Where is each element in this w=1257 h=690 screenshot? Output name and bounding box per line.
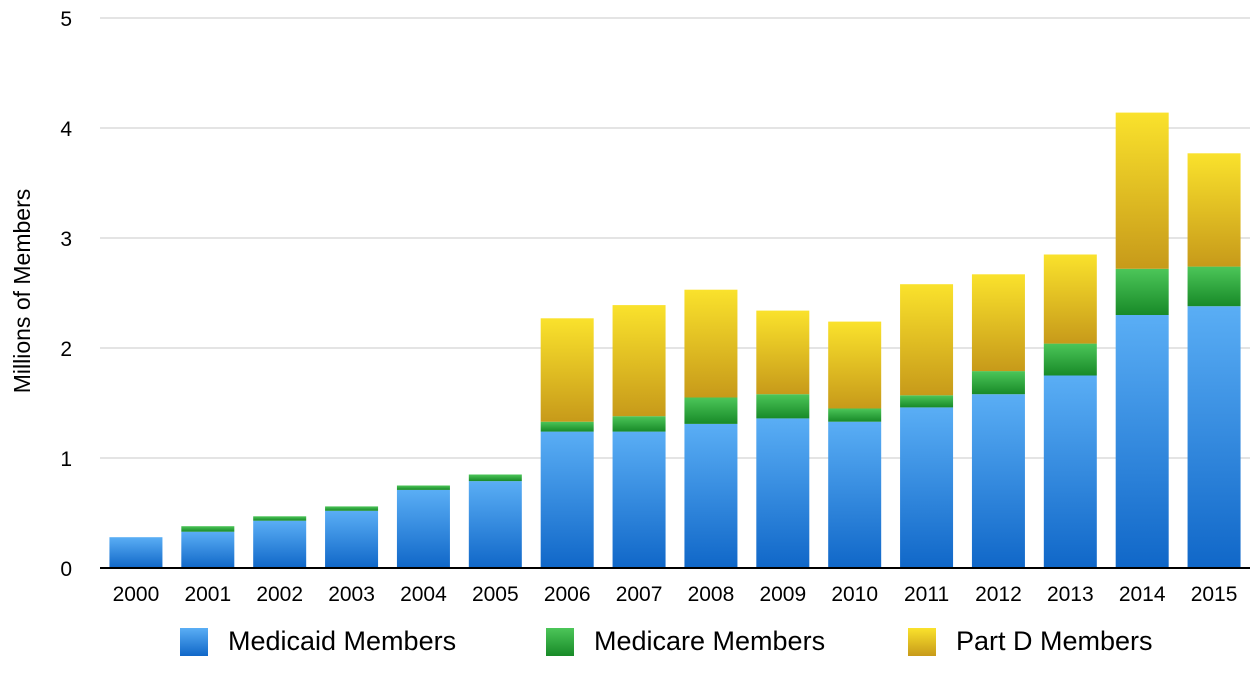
x-tick-label: 2002 (256, 583, 303, 606)
bar-part-d-members-2015 (1187, 153, 1241, 267)
bar-medicaid-members-2011 (900, 407, 954, 568)
y-tick-label: 1 (60, 448, 72, 471)
bar-medicaid-members-2006 (540, 431, 594, 568)
x-tick-label: 2000 (113, 583, 160, 606)
bar-medicare-members-2015 (1187, 266, 1241, 307)
x-tick-label: 2012 (975, 583, 1022, 606)
bar-medicare-members-2005 (468, 474, 522, 482)
legend-swatch-medicare (546, 627, 574, 656)
bar-part-d-members-2013 (1043, 254, 1097, 344)
legend-swatch-medicaid (180, 627, 208, 656)
y-tick-label: 4 (60, 118, 72, 141)
legend-swatch-part-d (908, 627, 936, 656)
bar-part-d-members-2012 (971, 274, 1025, 372)
legend-label-medicare: Medicare Members (594, 626, 826, 656)
bar-medicaid-members-2005 (468, 481, 522, 568)
bar-medicaid-members-2000 (109, 537, 163, 568)
y-axis-title: Millions of Members (9, 189, 35, 394)
bar-medicare-members-2009 (756, 394, 810, 419)
chart-canvas: 0 1 2 3 4 5 2000 2001 2002 2003 2004 2005 2006 2007 20… (9, 8, 1250, 606)
y-tick-label: 3 (60, 228, 72, 251)
y-tick-label: 0 (60, 558, 72, 581)
legend-item-medicaid: Medicaid Members (180, 626, 456, 657)
y-tick-label: 2 (60, 338, 72, 361)
x-tick-label: 2003 (328, 583, 375, 606)
bar-medicare-members-2006 (540, 421, 594, 432)
x-tick-label: 2010 (831, 583, 878, 606)
x-tick-label: 2007 (616, 583, 663, 606)
bar-medicaid-members-2001 (181, 531, 235, 568)
bar-part-d-members-2010 (828, 321, 882, 409)
bar-medicaid-members-2008 (684, 423, 738, 568)
bar-medicaid-members-2014 (1115, 315, 1169, 568)
bar-medicare-members-2001 (181, 526, 235, 532)
bar-medicaid-members-2003 (325, 510, 379, 568)
y-tick-label: 5 (60, 8, 72, 31)
bar-medicare-members-2002 (253, 516, 307, 521)
x-tick-label: 2014 (1119, 583, 1166, 606)
x-tick-label: 2009 (759, 583, 806, 606)
x-tick-label: 2011 (904, 583, 949, 606)
bar-medicaid-members-2012 (971, 394, 1025, 568)
bar-part-d-members-2006 (540, 318, 594, 422)
x-tick-label: 2015 (1191, 583, 1238, 606)
bar-part-d-members-2007 (612, 305, 666, 417)
x-tick-label: 2004 (400, 583, 447, 606)
bar-part-d-members-2009 (756, 310, 810, 395)
bar-medicaid-members-2004 (396, 489, 450, 568)
bar-medicaid-members-2002 (253, 520, 307, 568)
bar-medicare-members-2007 (612, 416, 666, 432)
x-tick-label: 2005 (472, 583, 519, 606)
bar-part-d-members-2014 (1115, 112, 1169, 269)
legend-item-medicare: Medicare Members (546, 626, 825, 657)
bar-medicare-members-2014 (1115, 268, 1169, 315)
x-tick-label: 2013 (1047, 583, 1094, 606)
bar-medicare-members-2010 (828, 408, 882, 422)
bar-medicare-members-2012 (971, 371, 1025, 395)
bar-medicaid-members-2007 (612, 431, 666, 568)
bar-medicaid-members-2013 (1043, 375, 1097, 568)
bar-medicaid-members-2015 (1187, 306, 1241, 568)
x-tick-label: 2001 (184, 583, 231, 606)
bar-medicaid-members-2009 (756, 418, 810, 568)
legend-item-part-d: Part D Members (908, 626, 1153, 657)
bars (109, 112, 1241, 568)
bar-medicare-members-2011 (900, 395, 954, 408)
bar-medicare-members-2013 (1043, 343, 1097, 376)
x-tick-label: 2006 (544, 583, 591, 606)
bar-medicare-members-2003 (325, 506, 379, 511)
bar-part-d-members-2008 (684, 289, 738, 398)
legend: Medicaid Members Medicare Members Part D… (0, 626, 1257, 666)
legend-label-medicaid: Medicaid Members (228, 626, 457, 656)
x-tick-label: 2008 (688, 583, 735, 606)
bar-part-d-members-2011 (900, 284, 954, 396)
bar-medicaid-members-2010 (828, 421, 882, 568)
bar-medicare-members-2008 (684, 397, 738, 424)
legend-label-part-d: Part D Members (956, 626, 1153, 656)
bar-medicare-members-2004 (396, 485, 450, 490)
axes: 0 1 2 3 4 5 2000 2001 2002 2003 2004 2005 2006 2007 20… (60, 8, 1250, 606)
